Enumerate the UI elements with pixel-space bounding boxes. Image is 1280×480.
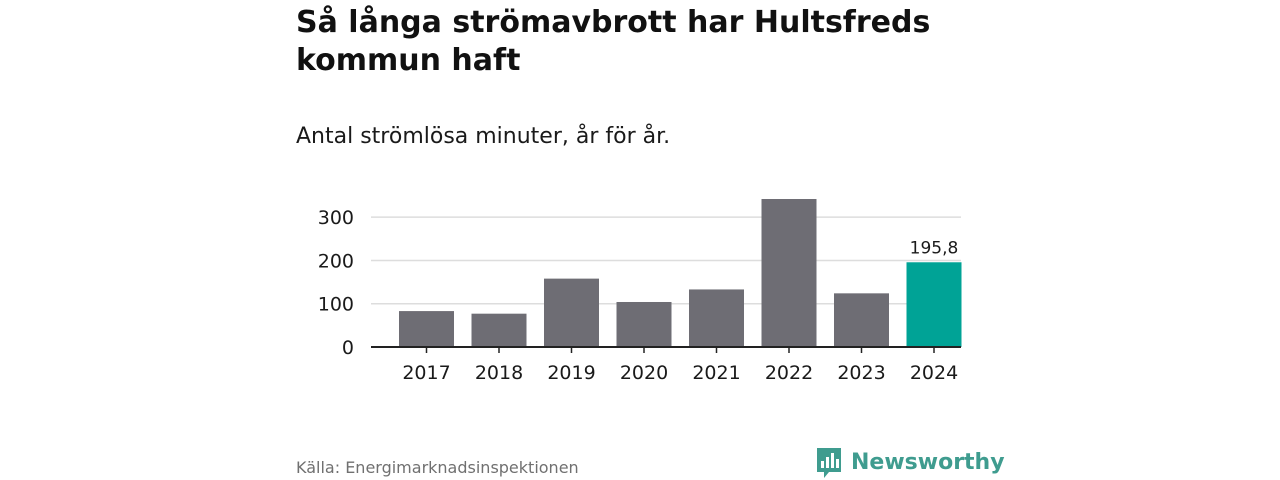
bar-2017 [399,311,454,347]
y-tick-label: 300 [318,207,354,229]
chart-title: Så långa strömavbrott har Hultsfreds kom… [296,5,931,78]
y-tick-label: 100 [318,294,354,316]
x-tick-label: 2018 [475,362,523,384]
x-tick-label: 2024 [910,362,958,384]
bar-2019 [544,278,599,347]
brand-name: Newsworthy [851,450,1005,475]
bar-2022 [761,199,817,347]
x-tick-label: 2020 [620,362,668,384]
bars [399,199,962,347]
x-tick-label: 2019 [547,362,595,384]
x-tick-label: 2021 [692,362,740,384]
source-note: Källa: Energimarknadsinspektionen [296,458,579,477]
chart-subtitle: Antal strömlösa minuter, år för år. [296,124,671,149]
x-tick-label: 2022 [765,362,813,384]
x-tick-label: 2017 [402,362,450,384]
bar-2023 [834,293,889,347]
bar-2018 [471,313,527,347]
y-tick-label: 200 [318,250,354,272]
newsworthy-logo[interactable]: Newsworthy [815,446,1005,480]
bar-2024 [906,262,962,347]
bar-2021 [689,289,744,347]
newsworthy-logo-icon [817,448,841,478]
labels: 0 100 200 300 2017 2018 2019 2020 2021 2022 2023 20… [318,207,961,384]
bar-2020 [616,301,672,347]
data-label: 195,8 [910,238,959,258]
y-tick-label: 0 [342,337,354,359]
gridlines [371,216,961,305]
x-tick-label: 2023 [837,362,885,384]
